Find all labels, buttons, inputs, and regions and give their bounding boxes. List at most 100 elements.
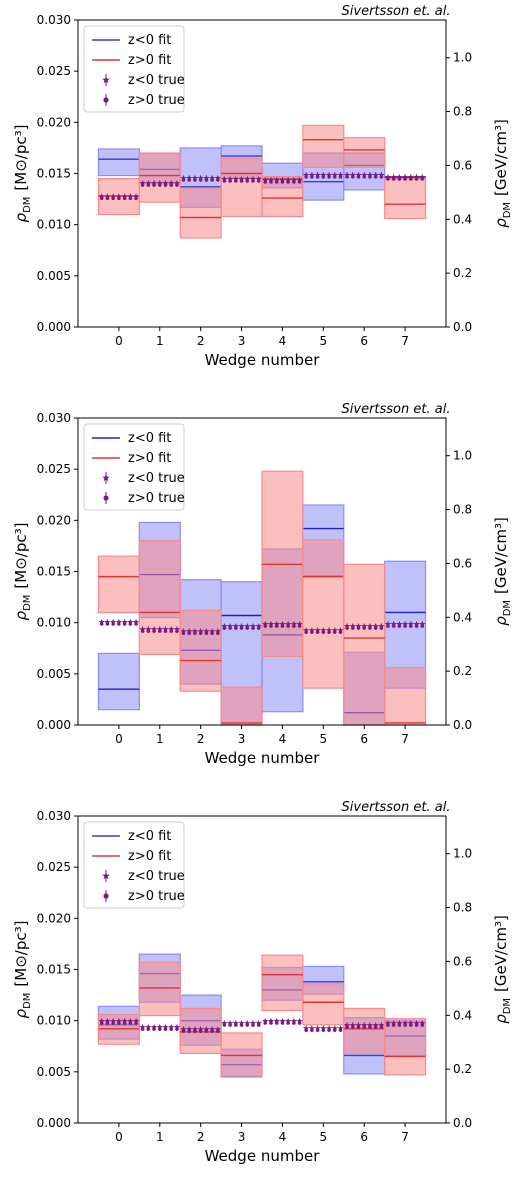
z-lt0-true-marker-7 — [384, 620, 392, 627]
z-lt0-true-marker-5 — [331, 626, 339, 634]
z-gt0-true-marker-3 — [239, 1023, 244, 1027]
z-lt0-true-marker-1 — [139, 625, 146, 633]
z-gt0-true-marker-7 — [392, 1023, 396, 1027]
z-lt0-true-marker-7 — [384, 1019, 392, 1026]
y-tick-label: 0.020 — [37, 513, 71, 527]
y-label-symbol: ρ — [492, 1014, 510, 1024]
z-gt0-true-marker-7 — [409, 177, 413, 181]
y-label-subscript: DM — [22, 595, 33, 611]
z-lt0-true-marker-1 — [162, 1023, 169, 1031]
z-lt0-true-marker-5 — [320, 626, 327, 634]
chart-panel-2: Sivertsson et. al.0.0000.0050.0100.0150.… — [12, 402, 513, 767]
legend-entry-label: z<0 true — [128, 869, 185, 884]
z-gt0-true-marker-7 — [386, 1023, 390, 1027]
z-lt0-true-marker-3 — [249, 175, 257, 182]
z-lt0-true-marker-1 — [156, 179, 164, 186]
z-lt0-true-marker-3 — [238, 175, 245, 182]
z-lt0-true-marker-3 — [255, 175, 262, 182]
z-gt0-true-marker-0 — [123, 1021, 127, 1025]
y-label-unit: [M⊙/pc³] — [12, 125, 30, 191]
y-label-subscript: DM — [22, 993, 33, 1009]
z-gt0-true-marker-5 — [316, 175, 320, 179]
right-y-tick-label: 1.0 — [453, 449, 472, 463]
y-tick-label: 0.020 — [37, 911, 71, 925]
z-gt0-true-marker-6 — [379, 175, 383, 179]
z-lt0-true-marker-4 — [296, 176, 303, 183]
z-gt0-true-marker-3 — [239, 179, 244, 183]
z-gt0-true-marker-4 — [275, 624, 279, 628]
x-tick-label: 0 — [115, 334, 123, 348]
z-gt0-true-marker-6 — [345, 175, 349, 179]
z-lt0-true-marker-5 — [337, 171, 344, 178]
z-lt0-true-marker-2 — [208, 174, 216, 181]
z-gt0-true-marker-7 — [414, 624, 419, 628]
z-lt0-true-marker-3 — [221, 622, 228, 630]
y-tick-label: 0.030 — [37, 13, 71, 27]
z-gt0-true-marker-4 — [292, 624, 296, 628]
z-lt0-true-marker-6 — [366, 1021, 374, 1029]
z-gt0-true-marker-4 — [292, 1021, 296, 1025]
z-gt0-true-marker-2 — [193, 1029, 197, 1033]
z-gt0-true-marker-3 — [222, 626, 226, 630]
z-lt0-true-marker-0 — [132, 193, 140, 200]
chart-panel-1: Sivertsson et. al.0.0000.0050.0100.0150.… — [12, 4, 513, 369]
z-gt0-true-marker-2 — [199, 178, 203, 182]
z-gt0-true-marker-6 — [356, 626, 361, 630]
z-gt0-band-6 — [343, 563, 386, 726]
z-lt0-true-marker-3 — [226, 1019, 234, 1026]
x-tick-label: 3 — [238, 334, 246, 348]
z-lt0-true-marker-4 — [290, 620, 298, 627]
z-lt0-true-marker-5 — [325, 1024, 333, 1032]
z-gt0-true-marker-4 — [292, 180, 296, 184]
z-gt0-true-marker-1 — [146, 1027, 150, 1031]
z-lt0-true-marker-4 — [262, 1017, 269, 1024]
legend-entry-label: z<0 fit — [128, 829, 171, 844]
z-gt0-true-marker-4 — [269, 1021, 273, 1025]
y-label-subscript: DM — [502, 202, 513, 218]
y-label-unit: [GeV/cm³] — [492, 119, 510, 196]
z-gt0-true-marker-2 — [204, 178, 208, 182]
z-lt0-true-marker-2 — [203, 627, 210, 635]
z-lt0-true-marker-6 — [378, 1021, 385, 1029]
z-gt0-true-marker-6 — [368, 1025, 372, 1029]
z-gt0-true-marker-6 — [356, 1025, 361, 1029]
z-lt0-true-marker-2 — [185, 174, 193, 181]
z-gt0-true-marker-7 — [414, 177, 419, 181]
z-gt0-true-marker-3 — [245, 1023, 249, 1027]
z-gt0-true-marker-1 — [146, 183, 150, 187]
z-gt0-band-1 — [138, 152, 181, 203]
z-lt0-true-marker-4 — [267, 176, 275, 183]
y-axis-label-right: ρDM [GeV/cm³] — [492, 517, 513, 626]
z-lt0-true-marker-7 — [407, 620, 415, 627]
z-gt0-true-marker-4 — [286, 180, 290, 184]
z-gt0-true-marker-2 — [216, 631, 220, 635]
z-lt0-true-marker-7 — [413, 1019, 420, 1026]
z-lt0-true-marker-1 — [162, 179, 169, 186]
z-lt0-true-marker-6 — [343, 1021, 351, 1029]
z-lt0-true-marker-2 — [185, 1025, 193, 1033]
z-lt0-true-marker-6 — [372, 622, 379, 630]
z-gt0-true-marker-4 — [275, 180, 279, 184]
z-lt0-true-marker-4 — [273, 176, 280, 183]
z-lt0-true-marker-1 — [162, 625, 169, 633]
z-gt0-true-marker-2 — [210, 178, 214, 182]
z-gt0-true-marker-6 — [345, 1025, 349, 1029]
z-gt0-true-marker-7 — [397, 177, 401, 181]
z-lt0-true-marker-2 — [191, 174, 199, 181]
z-gt0-true-marker-3 — [251, 1023, 255, 1027]
legend-entry-label: z>0 true — [128, 491, 185, 506]
z-lt0-true-marker-5 — [337, 1024, 344, 1032]
y-label-unit: [GeV/cm³] — [492, 517, 510, 594]
y-label-subscript: DM — [502, 998, 513, 1014]
y-tick-label: 0.010 — [37, 1014, 71, 1028]
z-lt0-true-marker-5 — [320, 1024, 327, 1032]
z-gt0-true-marker-3 — [234, 1023, 238, 1027]
z-lt0-true-marker-1 — [150, 179, 158, 186]
z-lt0-true-marker-5 — [302, 171, 310, 178]
z-gt0-true-marker-7 — [403, 1023, 407, 1027]
right-y-tick-label: 0.4 — [453, 610, 472, 624]
z-lt0-true-marker-5 — [308, 626, 316, 634]
z-lt0-true-marker-5 — [337, 626, 344, 634]
z-gt0-true-marker-0 — [100, 1021, 104, 1025]
z-lt0-true-marker-0 — [115, 618, 123, 625]
